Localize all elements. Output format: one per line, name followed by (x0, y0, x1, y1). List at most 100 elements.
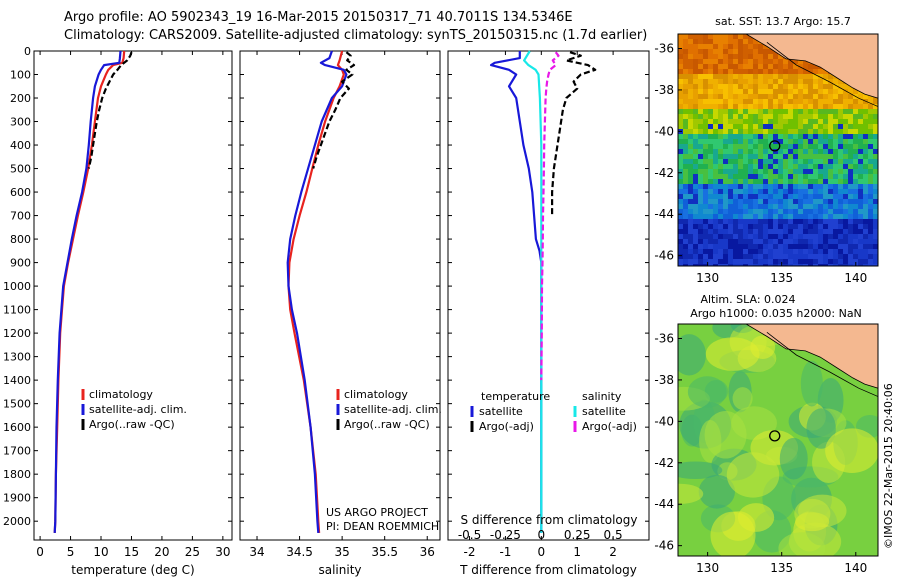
annotation-text: PI: DEAN ROEMMICH (326, 520, 439, 533)
series-line-temperature-argo-adj- (550, 51, 597, 216)
series-line-salinity-argo-adj- (540, 51, 560, 381)
x-tick-label: 36 (420, 545, 435, 559)
x-tick-label-salinity: -0.25 (490, 528, 521, 542)
legend-label: Argo(-adj) (479, 420, 534, 433)
x-tick-label: 34.5 (286, 545, 313, 559)
x-tick-label: 15 (124, 545, 139, 559)
x-tick-label: -1 (499, 545, 511, 559)
depth-tick-label: 1700 (3, 445, 31, 458)
sst-map: 130 135 140 -36 -38 -40 -42 -44 -46 (654, 33, 879, 285)
legend-label: Argo(..raw -QC) (89, 418, 175, 431)
legend-label: satellite (479, 405, 523, 418)
sla-map-title-line2: Argo h1000: 0.035 h2000: NaN (690, 307, 862, 320)
depth-tick-label: 500 (10, 163, 31, 176)
x-axis-label: temperature (deg C) (71, 563, 194, 577)
x-tick-label: 5 (67, 545, 75, 559)
map-y-tick-label: -42 (654, 456, 674, 470)
map-x-tick-label: 130 (696, 271, 719, 285)
sla-map: 130 135 140 -36 -38 -40 -42 -44 -46 (654, 323, 879, 575)
map-y-tick-label: -38 (654, 373, 674, 387)
series-line-satellite-adj-clim- (286, 50, 348, 533)
map-y-tick-label: -38 (654, 83, 674, 97)
panel-salinity: 34 34.5 35 35.5 36 salinity climatology satelli… (239, 50, 442, 577)
legend-label: satellite (582, 405, 626, 418)
depth-tick-label: 1400 (3, 374, 31, 387)
depth-tick-label: 700 (10, 210, 31, 223)
legend-label: satellite-adj. clim. (89, 403, 187, 416)
map-y-tick-label: -36 (654, 42, 674, 56)
argo-position-marker (769, 140, 781, 152)
header-line2: Climatology: CARS2009. Satellite-adjuste… (64, 28, 648, 43)
x-tick-label: 35 (334, 545, 349, 559)
annotation-text: US ARGO PROJECT (326, 506, 428, 519)
x-tick-label: 1 (573, 545, 581, 559)
x-tick-label-salinity: 0.5 (604, 528, 623, 542)
map-field (678, 34, 878, 266)
map-y-tick-label: -44 (654, 207, 674, 221)
legend-label: climatology (344, 388, 408, 401)
shelf-contour (766, 331, 878, 397)
x-tick-label-salinity: 0.25 (564, 528, 591, 542)
depth-tick-label: 1900 (3, 492, 31, 505)
x-axis-label: T difference from climatology (459, 563, 637, 577)
x-tick-label-salinity: -0.5 (458, 528, 481, 542)
depth-tick-label: 1200 (3, 327, 31, 340)
depth-tick-label: 800 (10, 233, 31, 246)
depth-tick-label: 0 (24, 45, 31, 58)
map-x-tick-label: 130 (696, 561, 719, 575)
panel-temperature: 0100200300400500600700800900100011001200… (3, 45, 233, 577)
x-tick-label-salinity: 0 (538, 528, 546, 542)
map-frame (677, 33, 879, 267)
legend-label: Argo(-adj) (582, 420, 637, 433)
series-line-satellite-adj-clim- (53, 50, 122, 533)
map-x-tick-label: 140 (844, 271, 867, 285)
panel-difference: -2 -1 0 1 2 T difference from climatology temp… (447, 50, 650, 577)
sst-map-title: sat. SST: 13.7 Argo: 15.7 (715, 15, 851, 28)
legend-label: satellite-adj. clim. (344, 403, 442, 416)
x-tick-label: 2 (609, 545, 617, 559)
legend-label: climatology (89, 388, 153, 401)
panel-frame-temperature (33, 50, 233, 541)
depth-tick-label: 300 (10, 116, 31, 129)
x-tick-label: 30 (215, 545, 230, 559)
sla-map-title-line1: Altim. SLA: 0.024 (700, 293, 795, 306)
panel-frame-difference (447, 50, 650, 541)
legend-header-salinity: salinity (582, 390, 622, 403)
map-x-tick-label: 140 (844, 561, 867, 575)
land-area (745, 34, 878, 99)
panel-frame-salinity (239, 50, 441, 541)
series-line-argo-raw-qc- (87, 51, 133, 169)
map-y-tick-label: -46 (654, 249, 674, 263)
legend-label: Argo(..raw -QC) (344, 418, 430, 431)
x-axis-label-salinity: S difference from climatology (461, 513, 638, 527)
map-x-tick-label: 135 (770, 561, 793, 575)
depth-tick-label: 400 (10, 139, 31, 152)
map-y-tick-label: -40 (654, 124, 674, 138)
depth-tick-label: 1500 (3, 398, 31, 411)
depth-tick-label: 1800 (3, 468, 31, 481)
depth-tick-label: 2000 (3, 515, 31, 528)
x-tick-label: -2 (464, 545, 476, 559)
depth-tick-label: 600 (10, 186, 31, 199)
series-line-argo-raw-qc- (312, 51, 356, 169)
map-x-tick-label: 135 (770, 271, 793, 285)
depth-tick-label: 200 (10, 92, 31, 105)
map-y-tick-label: -46 (654, 539, 674, 553)
x-tick-label: 0 (36, 545, 44, 559)
land-area (745, 324, 878, 389)
shelf-contour (766, 41, 878, 107)
map-y-tick-label: -42 (654, 166, 674, 180)
depth-tick-label: 1600 (3, 421, 31, 434)
x-tick-label: 25 (185, 545, 200, 559)
map-frame (677, 323, 879, 557)
x-tick-label: 0 (538, 545, 546, 559)
x-tick-label: 20 (154, 545, 169, 559)
argo-position-marker (769, 430, 781, 442)
map-y-tick-label: -36 (654, 332, 674, 346)
x-axis-label: salinity (318, 563, 361, 577)
map-y-tick-label: -44 (654, 497, 674, 511)
x-tick-label: 35.5 (371, 545, 398, 559)
depth-tick-label: 1100 (3, 304, 31, 317)
depth-tick-label: 100 (10, 69, 31, 82)
